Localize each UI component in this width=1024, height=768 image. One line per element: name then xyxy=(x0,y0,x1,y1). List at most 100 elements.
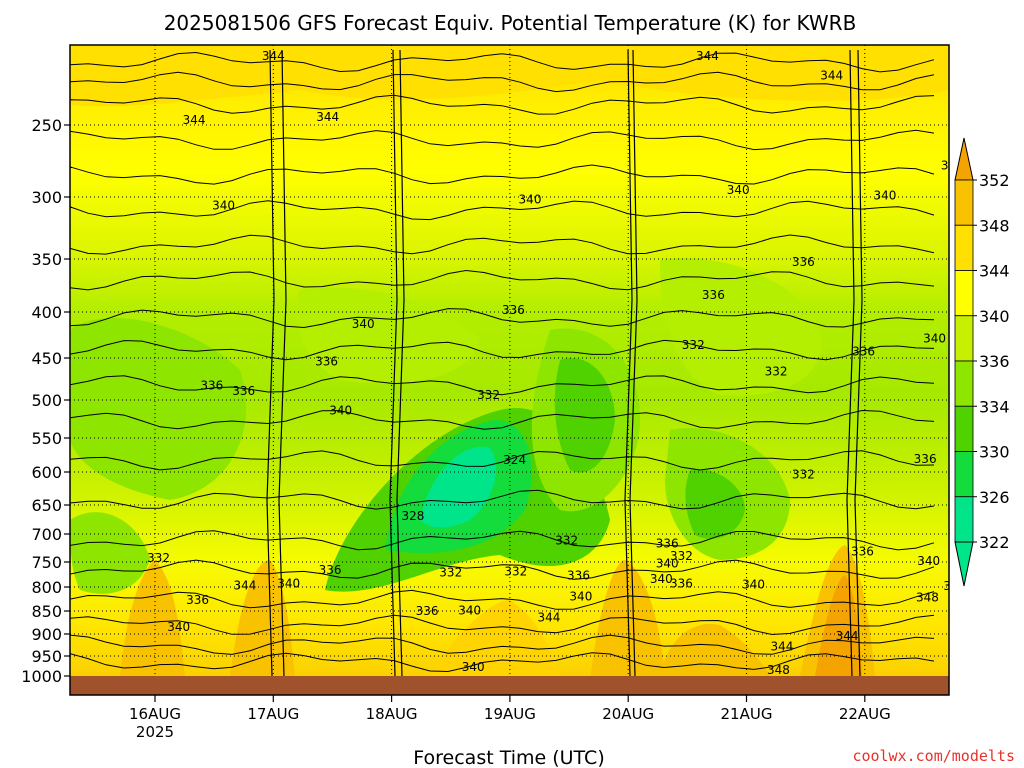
contour-line xyxy=(70,164,935,185)
contour-label: 336 xyxy=(852,345,875,359)
x-tick-label: 22AUG xyxy=(839,705,891,723)
contour-label: 340 xyxy=(458,604,481,618)
shading-region xyxy=(660,623,770,676)
contour-label: 340 xyxy=(650,572,673,586)
contour-label-text: 336 xyxy=(200,379,223,393)
contour-line xyxy=(396,49,405,676)
colorbar-swatch xyxy=(954,405,974,452)
contour-label: 328 xyxy=(401,509,424,523)
contour-line xyxy=(70,375,935,396)
contour-label: 344 xyxy=(771,639,794,653)
contour-label-text: 332 xyxy=(765,364,788,378)
contour-line xyxy=(70,71,935,93)
contour-label-text: 332 xyxy=(682,338,705,352)
contour-label-text: 340 xyxy=(650,572,673,586)
x-tick-label: 19AUG xyxy=(484,705,536,723)
contour-label: 340 xyxy=(727,183,750,197)
colorbar-label: 322 xyxy=(979,533,1010,552)
y-tick-label: 650 xyxy=(31,496,62,515)
colorbar: 352 348 344 340 336 334 330 326 322 xyxy=(954,137,1010,587)
contour-label-text: 348 xyxy=(916,591,939,605)
contour-label: 332 xyxy=(477,388,500,402)
contour-label-text: 340 xyxy=(458,604,481,618)
contour-label-text: 332 xyxy=(477,388,500,402)
contour-label-text: 336 xyxy=(319,563,342,577)
contour-label-text: 332 xyxy=(555,534,578,548)
contour-label: 332 xyxy=(682,338,705,352)
colorbar-swatch xyxy=(954,496,974,543)
contour-label: 332 xyxy=(555,534,578,548)
colorbar-label: 344 xyxy=(979,262,1010,281)
shading-region xyxy=(554,358,615,473)
contour-label-text: 344 xyxy=(836,629,859,643)
contour-label-text: 344 xyxy=(771,639,794,653)
contour-label-text: 332 xyxy=(670,549,693,563)
contour-label: 344 xyxy=(943,579,966,593)
contour-label: 344 xyxy=(233,579,256,593)
x-tick-label: 17AUG xyxy=(247,705,299,723)
contour-label: 344 xyxy=(696,49,719,63)
ground-layer xyxy=(70,676,949,695)
y-tick-label: 950 xyxy=(31,647,62,666)
contour-label-text: 336 xyxy=(315,354,338,368)
x-tick-year: 2025 xyxy=(136,723,174,741)
contour-label-text: 328 xyxy=(401,509,424,523)
contour-label: 344 xyxy=(537,610,560,624)
colorbar-label: 336 xyxy=(979,352,1010,371)
contour-label-text: 340 xyxy=(277,577,300,591)
contour-line xyxy=(70,234,935,255)
contour-label: 340 xyxy=(923,332,946,346)
contour-label-text: 340 xyxy=(727,183,750,197)
contour-label: 332 xyxy=(504,565,527,579)
shading-region xyxy=(660,258,822,396)
colorbar-label: 348 xyxy=(979,216,1010,235)
contour-label: 348 xyxy=(916,591,939,605)
y-tick-label: 1000 xyxy=(21,667,62,686)
contour-label: 344 xyxy=(820,68,843,82)
contour-label-text: 336 xyxy=(232,384,255,398)
y-tick-label: 850 xyxy=(31,602,62,621)
contour-label: 344 xyxy=(262,49,285,63)
chart-title: 2025081506 GFS Forecast Equiv. Potential… xyxy=(164,11,857,35)
colorbar-swatch xyxy=(954,451,974,498)
contour-label-text: 340 xyxy=(212,199,235,213)
contour-label-text: 340 xyxy=(569,590,592,604)
contour-label: 336 xyxy=(200,379,223,393)
contour-label-text: 340 xyxy=(462,660,485,674)
contour-label: 336 xyxy=(914,452,937,466)
contour-label: 336 xyxy=(186,593,209,607)
contour-line xyxy=(70,530,935,551)
contour-label-text: 344 xyxy=(943,579,966,593)
contour-line xyxy=(70,489,935,510)
contour-label: 336 xyxy=(319,563,342,577)
contour-label-text: 336 xyxy=(186,593,209,607)
contour-label: 340 xyxy=(742,578,765,592)
contour-line xyxy=(70,308,935,329)
contour-label-text: 332 xyxy=(439,566,462,580)
contour-label: 336 xyxy=(656,537,679,551)
contour-label-text: 344 xyxy=(696,49,719,63)
contour-label-text: 344 xyxy=(262,49,285,63)
shading-region xyxy=(70,45,949,107)
credit-link[interactable]: coolwx.com/modelts xyxy=(852,747,1015,765)
contour-label-text: 344 xyxy=(820,68,843,82)
contour-label-text: 336 xyxy=(851,544,874,558)
contour-label: 336 xyxy=(851,544,874,558)
x-tick-label: 16AUG xyxy=(129,705,181,723)
colorbar-label: 352 xyxy=(979,171,1010,190)
contour-label-text: 344 xyxy=(183,113,206,127)
contour-label: 336 xyxy=(792,255,815,269)
contour-line xyxy=(70,634,935,655)
contour-label-text: 332 xyxy=(504,565,527,579)
y-tick-label: 400 xyxy=(31,303,62,322)
y-tick-label: 800 xyxy=(31,578,62,597)
contour-line xyxy=(70,559,935,580)
shading-region xyxy=(70,512,150,594)
colorbar-swatch xyxy=(954,315,974,362)
contour-label-text: 340 xyxy=(329,404,352,418)
y-tick-label: 450 xyxy=(31,349,62,368)
colorbar-bottom-arrow xyxy=(954,541,974,587)
